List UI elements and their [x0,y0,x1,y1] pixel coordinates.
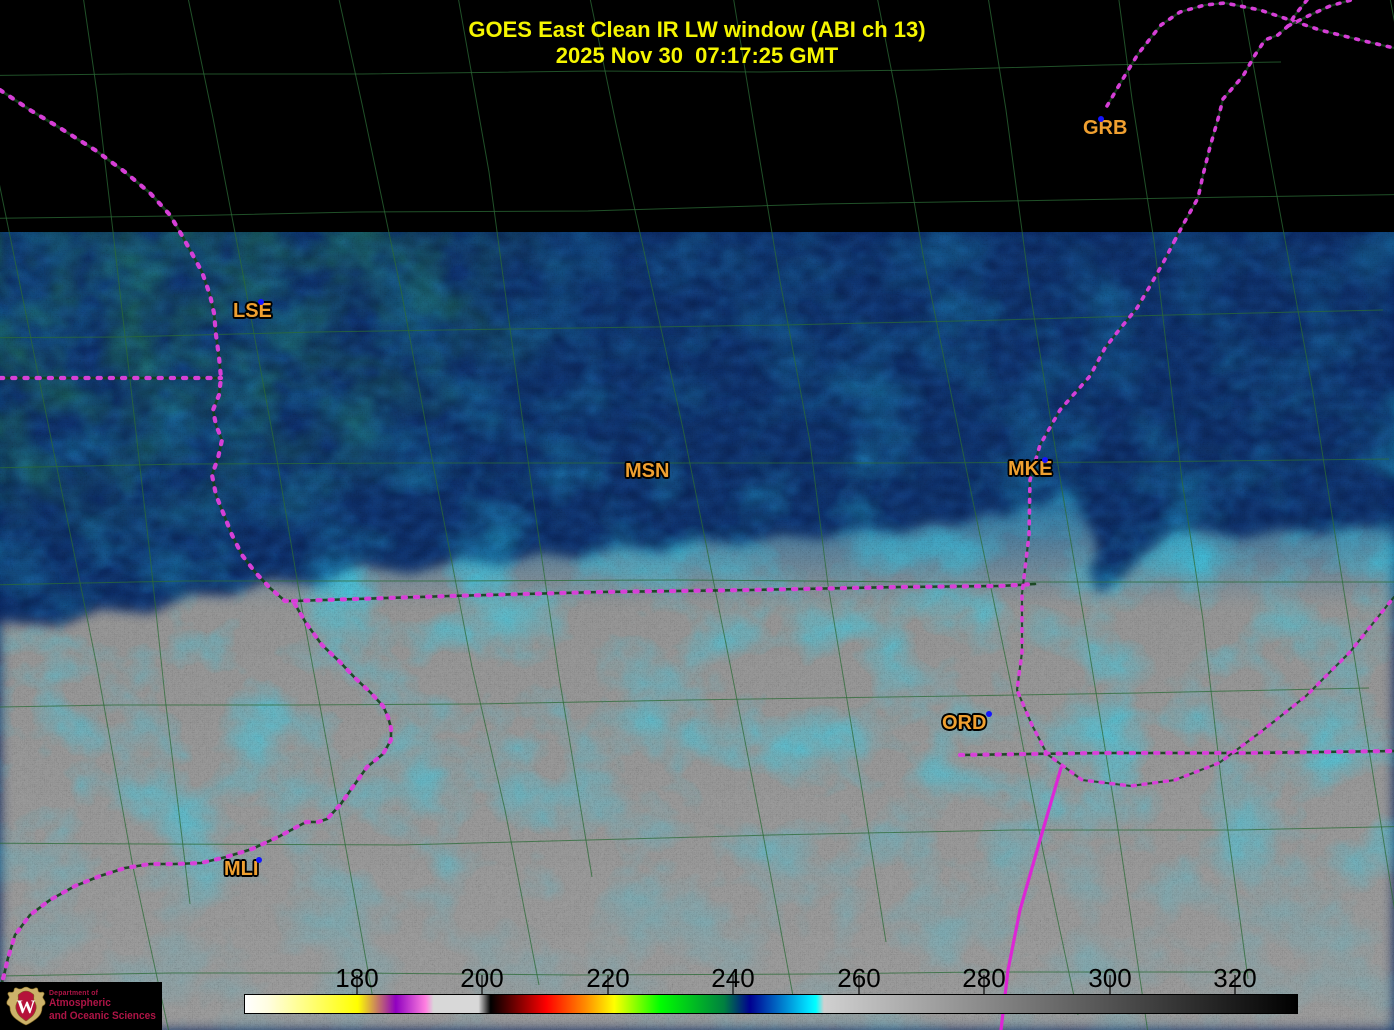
svg-text:W: W [17,997,36,1018]
